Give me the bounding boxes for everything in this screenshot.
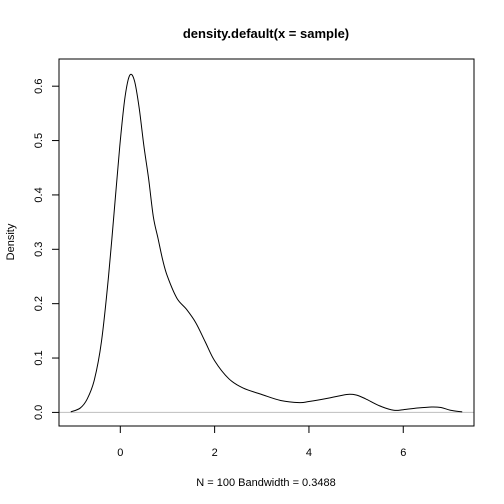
x-tick-label: 4 — [306, 447, 312, 459]
density-curve — [70, 73, 463, 413]
y-tick-label: 0.1 — [33, 350, 45, 365]
x-tick-label: 6 — [400, 447, 406, 459]
y-tick-label: 0.6 — [33, 79, 45, 94]
x-axis: 0 2 4 6 — [117, 425, 406, 459]
y-tick-label: 0.0 — [33, 405, 45, 420]
y-tick-label: 0.4 — [33, 187, 45, 202]
x-axis-label: N = 100 Bandwidth = 0.3488 — [196, 477, 335, 489]
chart-title: density.default(x = sample) — [183, 26, 349, 41]
x-tick-label: 2 — [212, 447, 218, 459]
y-axis-label: Density — [5, 223, 17, 260]
y-tick-label: 0.3 — [33, 242, 45, 257]
y-axis: 0.0 0.1 0.2 0.3 0.4 0.5 0.6 — [33, 79, 60, 420]
density-curve-layer — [70, 73, 463, 413]
y-tick-label: 0.2 — [33, 296, 45, 311]
y-tick-label: 0.5 — [33, 133, 45, 148]
x-tick-label: 0 — [117, 447, 123, 459]
